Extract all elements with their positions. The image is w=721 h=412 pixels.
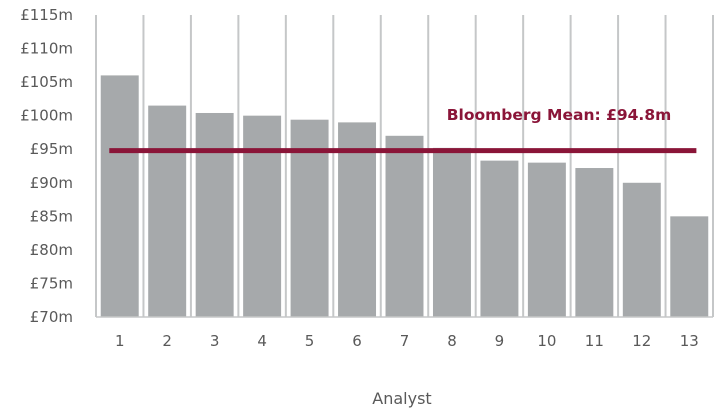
x-tick-label: 12 (632, 332, 651, 350)
bar-analyst-9 (480, 160, 519, 317)
bars (100, 75, 709, 318)
bar-analyst-7 (385, 135, 424, 317)
bar-analyst-2 (148, 105, 187, 317)
y-tick-label: £90m (30, 174, 73, 192)
x-tick-label: 10 (537, 332, 556, 350)
x-tick-label: 4 (257, 332, 267, 350)
mean-line-group: Bloomberg Mean: £94.8m (109, 106, 697, 154)
x-tick-label: 3 (210, 332, 220, 350)
y-tick-label: £115m (20, 6, 73, 24)
y-tick-label: £110m (20, 40, 73, 58)
y-tick-label: £70m (30, 308, 73, 326)
x-tick-label: 5 (305, 332, 315, 350)
bar-analyst-12 (622, 182, 661, 317)
y-tick-label: £105m (20, 73, 73, 91)
y-tick-label: £85m (30, 207, 73, 225)
bar-analyst-13 (670, 216, 709, 317)
x-tick-label: 13 (680, 332, 699, 350)
y-tick-label: £75m (30, 274, 73, 292)
x-tick-label: 2 (162, 332, 172, 350)
bar-analyst-11 (575, 168, 614, 317)
y-tick-label: £95m (30, 140, 73, 158)
x-tick-label: 9 (495, 332, 505, 350)
x-tick-labels: 1 2 3 4 5 6 7 8 9 10 11 12 13 (115, 332, 699, 350)
grid-lines (95, 15, 714, 317)
bar-analyst-4 (243, 115, 282, 318)
bar-analyst-8 (432, 147, 471, 317)
bar-analyst-1 (100, 75, 139, 318)
y-tick-labels: £70m £75m £80m £85m £90m £95m £100m £105m £110m £… (20, 6, 73, 326)
x-tick-label: 1 (115, 332, 125, 350)
y-tick-label: £100m (20, 107, 73, 125)
y-tick-label: £80m (30, 241, 73, 259)
x-tick-label: 11 (585, 332, 604, 350)
x-axis-title: Analyst (372, 389, 431, 408)
mean-line-label: Bloomberg Mean: £94.8m (447, 106, 672, 124)
bar-analyst-10 (527, 162, 566, 317)
x-tick-label: 8 (447, 332, 457, 350)
x-tick-label: 6 (352, 332, 362, 350)
bar-analyst-3 (195, 112, 234, 317)
bar-analyst-6 (338, 122, 377, 317)
x-tick-label: 7 (400, 332, 410, 350)
